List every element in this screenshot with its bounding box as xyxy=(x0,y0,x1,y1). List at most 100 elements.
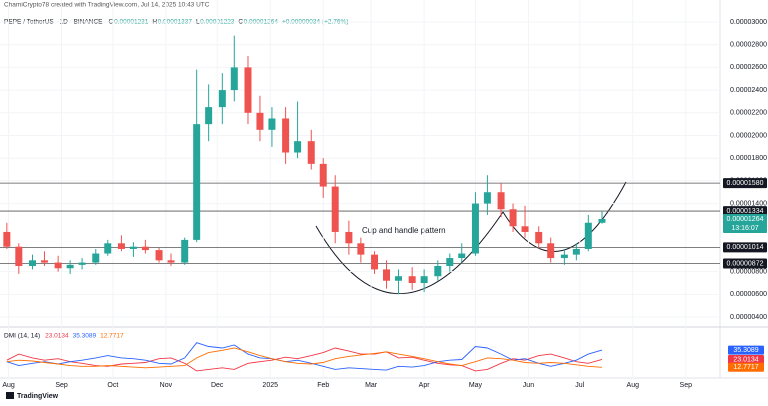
indicator-tag xyxy=(728,345,764,355)
candle-body xyxy=(434,265,442,277)
candle-body xyxy=(446,258,454,266)
y-tick-label: 0.00002600 xyxy=(730,64,767,71)
x-tick-label: Mar xyxy=(365,382,378,389)
level-tag xyxy=(723,242,767,253)
indicator-title: DMI (14, 14) xyxy=(4,333,40,340)
y-tick-label: 0.00002800 xyxy=(730,42,767,49)
candle-body xyxy=(230,67,238,91)
level-tag xyxy=(723,258,767,269)
candle-body xyxy=(357,243,365,255)
candle-body xyxy=(319,163,327,187)
candle-body xyxy=(193,124,201,240)
x-tick-label: Oct xyxy=(107,382,118,389)
candle-body xyxy=(483,192,491,204)
candle-body xyxy=(15,246,23,266)
current-price-label: 0.00001264 xyxy=(727,216,764,223)
y-tick-label: 0.00001400 xyxy=(730,200,767,207)
footer-logo: TradingView xyxy=(17,393,59,400)
candle-body xyxy=(244,67,252,113)
candle-body xyxy=(218,90,226,108)
y-tick-label: 0.00001800 xyxy=(730,155,767,162)
candle-body xyxy=(572,248,580,255)
credit: ChamiCrypto78 created with TradingView.c… xyxy=(4,2,210,9)
candle-body xyxy=(383,269,391,281)
dmi-line xyxy=(6,342,603,371)
level-tag xyxy=(723,206,767,217)
level-tag-label: 0.00001580 xyxy=(727,180,764,187)
candle-body xyxy=(497,192,505,210)
candle-body xyxy=(282,118,290,153)
x-tick-label: Aug xyxy=(2,382,15,389)
x-tick-label: Jul xyxy=(575,382,584,389)
candle-body xyxy=(181,239,189,263)
y-tick-label: 0.00002200 xyxy=(730,110,767,117)
candle-body xyxy=(268,118,276,130)
current-price-tag xyxy=(723,214,767,234)
x-tick-label: Aug xyxy=(627,382,640,389)
indicator-tag-label: 35.3089 xyxy=(733,347,758,354)
candle-body xyxy=(584,222,592,249)
candle-body xyxy=(371,254,379,270)
candle-body xyxy=(535,231,543,244)
y-tick-label: 0.00000800 xyxy=(730,269,767,276)
candle-body xyxy=(205,107,213,125)
candle-body xyxy=(141,246,149,251)
x-tick-label: Jun xyxy=(523,382,534,389)
x-tick-label: Sep xyxy=(55,382,68,389)
candle-body xyxy=(167,260,175,263)
candle-body xyxy=(560,254,568,259)
candle-body xyxy=(129,246,137,249)
candle-body xyxy=(521,226,529,232)
candle-body xyxy=(40,260,48,263)
y-tick-label: 0.00000600 xyxy=(730,291,767,298)
indicator-value: 35.3089 xyxy=(73,333,97,340)
candle-body xyxy=(345,231,353,244)
x-tick-label: Sep xyxy=(680,382,693,389)
level-tag-label: 0.00001334 xyxy=(727,208,764,215)
candle-body xyxy=(78,262,86,265)
candle-body xyxy=(547,243,555,259)
x-tick-label: Feb xyxy=(317,382,329,389)
candle-body xyxy=(408,276,416,284)
candle-body xyxy=(54,262,62,269)
candle-body xyxy=(92,253,100,263)
indicator-tag xyxy=(728,354,764,364)
candle-body xyxy=(256,112,264,130)
dmi-line xyxy=(6,347,603,369)
x-tick-label: May xyxy=(469,382,483,389)
level-tag-label: 0.00001014 xyxy=(727,244,764,251)
candle-body xyxy=(509,209,517,227)
candle-body xyxy=(394,276,402,281)
logo-icon xyxy=(6,392,14,399)
x-tick-label: Nov xyxy=(160,382,173,389)
x-tick-label: Dec xyxy=(211,382,224,389)
y-tick-label: 0.00000400 xyxy=(730,314,767,321)
handle-curve xyxy=(502,181,627,252)
pattern-annotation: Cup and handle pattern xyxy=(362,226,446,235)
candle-body xyxy=(331,186,339,232)
candle-body xyxy=(420,276,428,284)
indicator-tag-label: 12.7717 xyxy=(733,364,758,371)
candle-body xyxy=(294,141,302,153)
candle-body xyxy=(117,243,125,249)
candle-body xyxy=(307,141,315,164)
y-tick-label: 0.00002000 xyxy=(730,132,767,139)
countdown: 13:16:07 xyxy=(731,225,758,232)
level-tag xyxy=(723,178,767,189)
indicator-tag xyxy=(728,362,764,372)
level-tag-label: 0.00000872 xyxy=(727,260,764,267)
candle-body xyxy=(3,231,11,247)
dmi-line xyxy=(6,347,603,372)
indicator-value: 12.7717 xyxy=(100,333,124,340)
indicator-value: 23.0134 xyxy=(45,333,69,340)
y-tick-label: 0.00003000 xyxy=(730,19,767,26)
x-tick-label: 2025 xyxy=(262,382,278,389)
y-tick-label: 0.00002400 xyxy=(730,87,767,94)
candle-body xyxy=(155,250,163,261)
candle-body xyxy=(458,253,466,259)
candle-body xyxy=(28,260,36,266)
candle-body xyxy=(598,219,606,223)
indicator-tag-label: 23.0134 xyxy=(733,356,758,363)
